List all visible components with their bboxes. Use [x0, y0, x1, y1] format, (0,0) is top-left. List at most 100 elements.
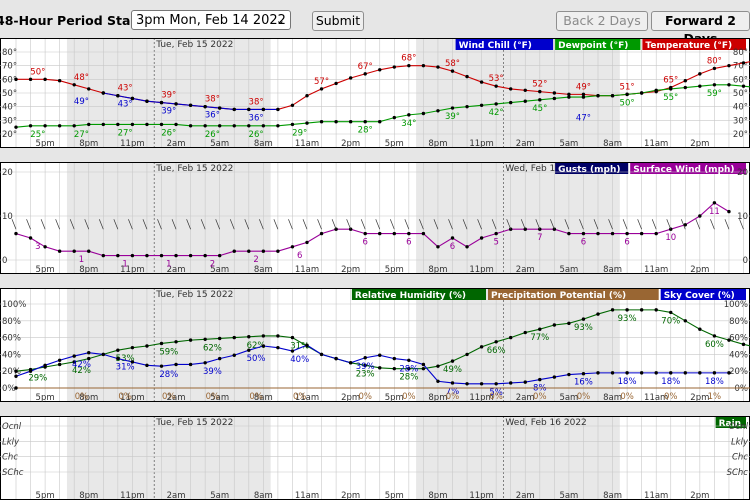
series-point — [421, 362, 426, 367]
x-tick-label: 5pm — [385, 491, 404, 500]
series-line — [15, 84, 750, 128]
series-point — [581, 231, 586, 236]
series-point — [305, 121, 309, 125]
series-point — [538, 98, 542, 102]
wind-barb — [375, 219, 381, 230]
data-label: 0% — [446, 392, 460, 402]
series-point — [421, 63, 426, 68]
wind-barb — [331, 219, 337, 230]
wind-barb — [710, 219, 715, 230]
series-point — [523, 380, 527, 384]
series-point — [683, 319, 687, 323]
series-point — [610, 308, 615, 312]
series-point — [319, 231, 324, 236]
x-tick-label: 11pm — [469, 139, 494, 149]
data-label: 5% — [489, 388, 503, 398]
forecast-graph: Tue, Feb 15 2022 Temperature (°F) Dewpoint… — [0, 38, 750, 500]
submit-button[interactable]: Submit — [312, 11, 364, 31]
series-point — [145, 122, 149, 127]
period-select[interactable]: 3pm Mon, Feb 14 2022 ⌄ — [131, 10, 291, 30]
series-point — [523, 99, 527, 103]
series-point — [174, 253, 178, 258]
y-tick-label: 0 — [2, 256, 7, 266]
data-label: 49% — [443, 365, 462, 375]
x-tick-label: 2am — [167, 139, 186, 149]
data-label: 27° — [74, 130, 89, 140]
series-point — [581, 92, 586, 97]
wind-barb — [433, 219, 439, 230]
series-point — [407, 358, 411, 362]
series-point — [290, 103, 295, 108]
series-point — [276, 249, 280, 253]
wind-barb — [55, 219, 60, 230]
wind-barb — [157, 219, 162, 230]
series-point — [407, 231, 411, 236]
data-label: 65° — [663, 76, 678, 86]
data-label: 53% — [116, 354, 135, 364]
x-tick-label: 5pm — [385, 139, 404, 149]
data-label: 45° — [532, 104, 547, 114]
series-point — [538, 327, 542, 331]
data-label: 6 — [406, 238, 411, 248]
wind-barb — [259, 219, 264, 230]
data-label: 29° — [292, 128, 307, 138]
data-label: 1% — [708, 392, 722, 402]
x-tick-label: 11pm — [120, 393, 145, 403]
series-point — [174, 122, 178, 127]
night-shading — [416, 162, 620, 274]
series-point — [610, 371, 615, 375]
series-point — [247, 107, 251, 112]
x-tick-label: 11am — [295, 491, 319, 500]
series-point — [159, 341, 164, 346]
series-point — [159, 100, 164, 105]
data-label: 23% — [356, 369, 375, 379]
series-point — [130, 345, 135, 350]
series-point — [188, 124, 193, 128]
x-tick-label: 5am — [559, 139, 578, 149]
wind-barb — [128, 219, 133, 230]
data-label: 29% — [28, 374, 47, 384]
wind-barb — [229, 219, 235, 230]
y-tick-label-right: 30° — [733, 116, 748, 126]
series-point — [247, 124, 251, 128]
series-point — [727, 338, 731, 342]
x-tick-label: 8am — [603, 139, 622, 149]
data-label: 6 — [450, 242, 455, 252]
wind-barb — [477, 219, 482, 230]
x-tick-label: 11am — [644, 139, 668, 149]
series-point — [247, 249, 251, 253]
series-point — [450, 236, 455, 240]
data-label: 49° — [74, 97, 89, 107]
legend-label: Relative Humidity (%) — [355, 291, 466, 301]
y-tick-label-right: 60° — [733, 75, 748, 85]
data-label: 5 — [493, 238, 498, 248]
x-tick-label: 11pm — [120, 491, 145, 500]
back-2-days-button[interactable]: Back 2 Days — [556, 11, 648, 31]
series-point — [407, 113, 411, 117]
wind-barb — [666, 219, 672, 230]
x-tick-label: 8pm — [428, 139, 447, 149]
data-label: 10 — [665, 233, 676, 243]
series-point — [509, 87, 513, 91]
series-point — [72, 83, 76, 87]
x-tick-label: 8pm — [428, 491, 447, 500]
series-point — [421, 111, 426, 116]
series-line — [15, 202, 730, 257]
night-shading — [66, 162, 271, 274]
date-label: Tue, Feb 15 2022 — [155, 418, 233, 428]
data-label: 25° — [30, 130, 45, 140]
wind-barb — [84, 219, 90, 230]
x-tick-label: 8pm — [428, 393, 447, 403]
x-tick-label: 8am — [254, 265, 273, 275]
data-label: 26° — [161, 128, 176, 138]
series-point — [57, 124, 62, 128]
series-point — [218, 106, 222, 110]
series-point — [552, 323, 557, 327]
series-point — [130, 253, 135, 258]
series-point — [261, 344, 266, 348]
data-label: 28% — [399, 364, 418, 374]
series-point — [407, 63, 411, 68]
data-label: 66% — [487, 346, 506, 356]
series-point — [625, 308, 629, 312]
forward-2-days-button[interactable]: Forward 2 Days — [651, 11, 750, 46]
